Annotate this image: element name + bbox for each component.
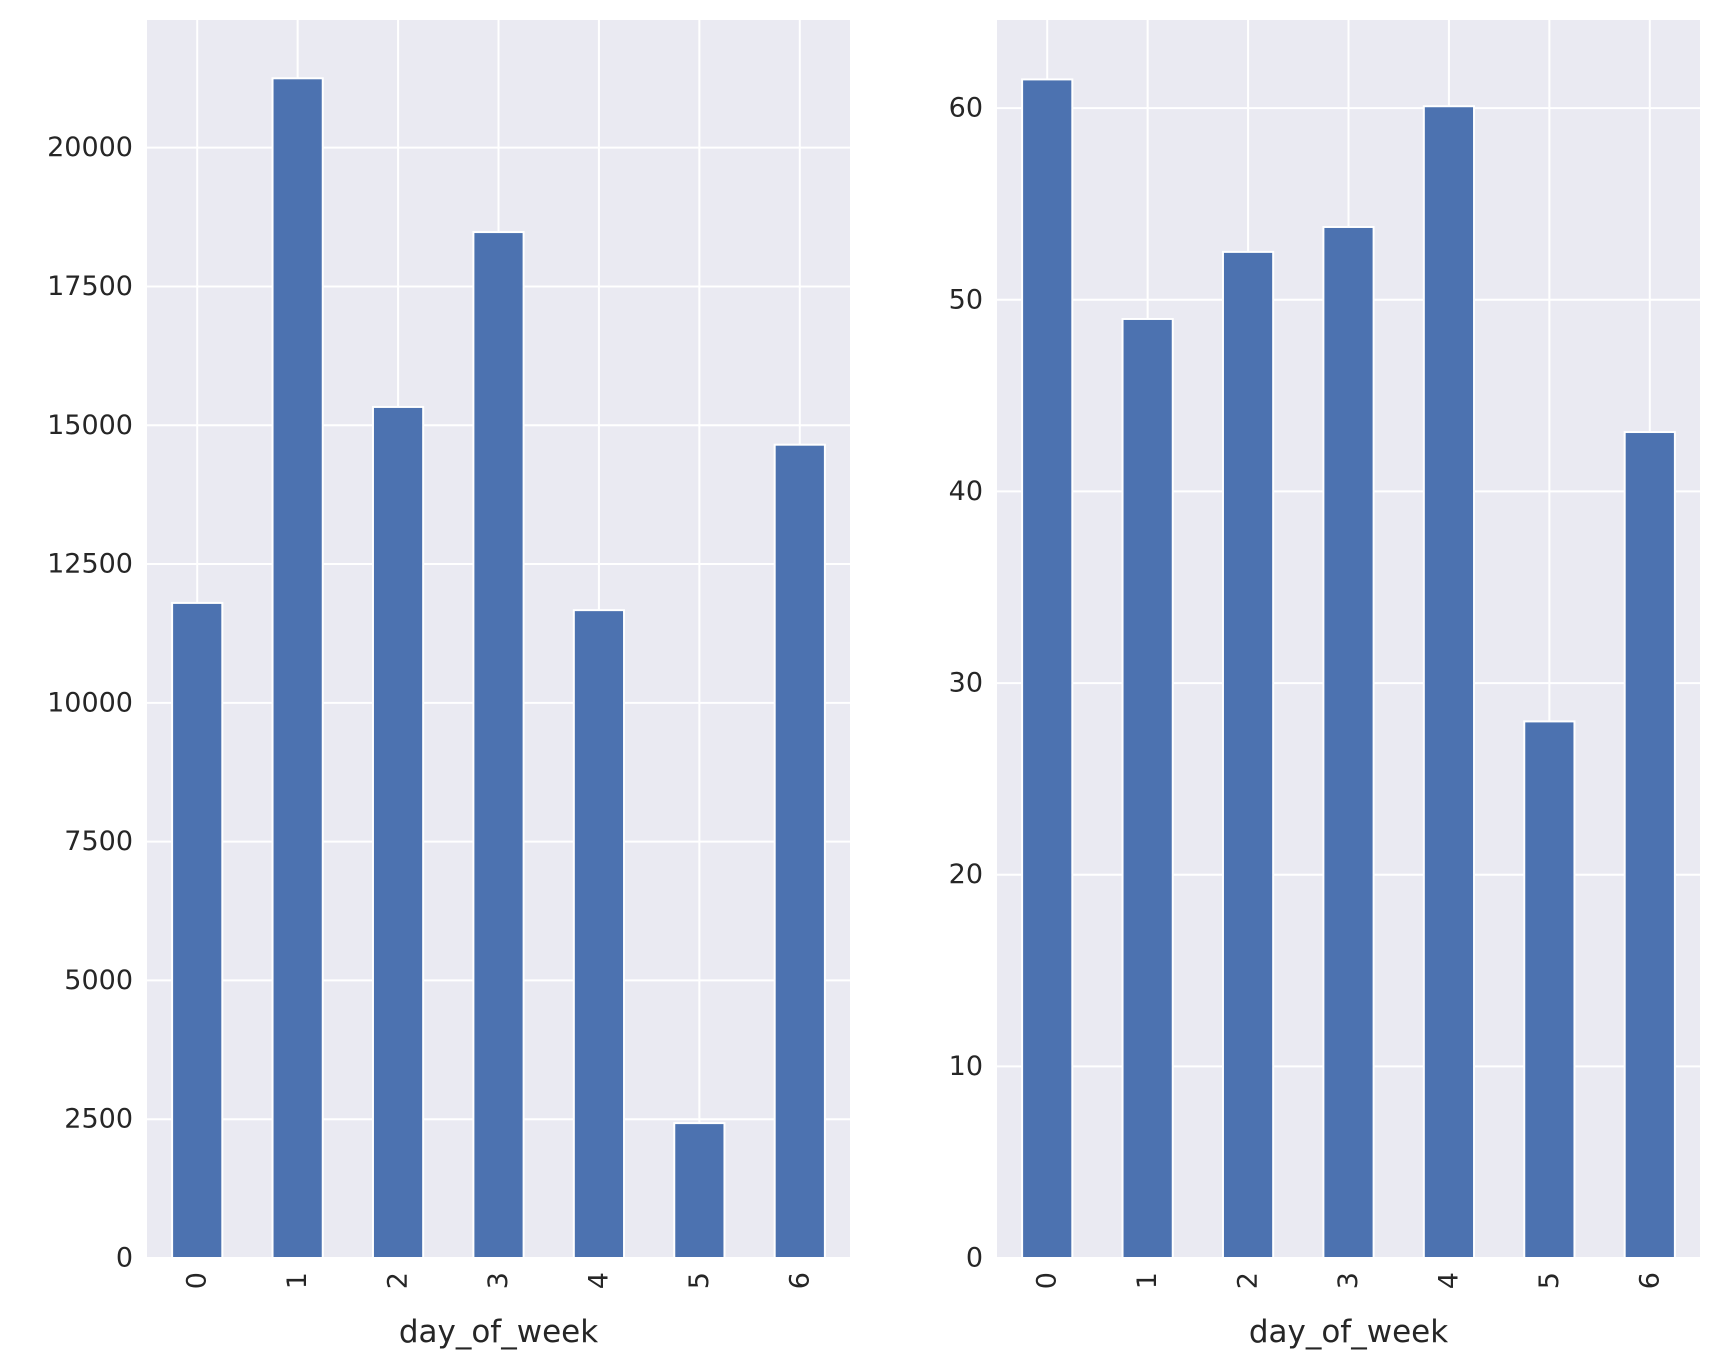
- x-tick-label: 0: [182, 1272, 213, 1289]
- bar-4: [572, 609, 626, 1259]
- y-tick-label: 60: [949, 93, 983, 124]
- y-tick-label: 10000: [47, 687, 133, 718]
- y-tick-label: 7500: [64, 826, 133, 857]
- y-tick-label: 0: [966, 1243, 983, 1274]
- y-tick-label: 50: [949, 284, 983, 315]
- x-tick-label: 0: [1032, 1272, 1063, 1289]
- bar-0: [171, 601, 224, 1259]
- x-axis-label: day_of_week: [399, 1314, 598, 1350]
- bar-4: [1422, 105, 1476, 1259]
- bar-0: [1021, 78, 1074, 1259]
- x-tick-label: 1: [1132, 1272, 1163, 1289]
- bar-2: [1221, 250, 1275, 1260]
- x-tick-label: 4: [1433, 1272, 1464, 1289]
- y-tick-label: 10: [949, 1051, 983, 1082]
- bar-3: [472, 231, 525, 1260]
- bar-1: [1121, 317, 1174, 1259]
- x-tick-label: 2: [1233, 1272, 1264, 1289]
- x-tick-label: 2: [383, 1272, 414, 1289]
- bar-2: [371, 405, 425, 1259]
- bar-6: [1623, 431, 1676, 1259]
- y-tick-label: 20000: [47, 132, 133, 163]
- y-tick-label: 12500: [47, 549, 133, 580]
- y-tick-label: 5000: [64, 965, 133, 996]
- y-tick-label: 20: [949, 859, 983, 890]
- x-tick-label: 3: [1333, 1272, 1364, 1289]
- x-tick-label: 5: [1534, 1272, 1565, 1289]
- chart-panel-0: 0 2500 5000 7500 10000 12500 15000 17500 20000 0 1…: [47, 20, 850, 1350]
- y-tick-label: 17500: [47, 271, 133, 302]
- x-tick-label: 3: [483, 1272, 514, 1289]
- bar-1: [271, 77, 324, 1259]
- y-tick-label: 2500: [64, 1104, 133, 1135]
- y-tick-label: 15000: [47, 410, 133, 441]
- x-tick-label: 1: [282, 1272, 313, 1289]
- x-tick-label: 5: [684, 1272, 715, 1289]
- x-tick-label: 6: [1634, 1272, 1665, 1289]
- bar-5: [1523, 720, 1576, 1259]
- x-tick-label: 6: [784, 1272, 815, 1289]
- bar-3: [1322, 225, 1375, 1259]
- y-tick-label: 0: [116, 1243, 133, 1274]
- y-tick-label: 30: [949, 668, 983, 699]
- x-axis-label: day_of_week: [1249, 1314, 1448, 1350]
- x-tick-label: 4: [583, 1272, 614, 1289]
- chart-panel-1: 0 10 20 30 40 50 60 0 1 2 3 4 5 6 day_of_week: [949, 20, 1700, 1350]
- y-tick-label: 40: [949, 476, 983, 507]
- bar-6: [773, 443, 826, 1259]
- bar-5: [673, 1122, 726, 1259]
